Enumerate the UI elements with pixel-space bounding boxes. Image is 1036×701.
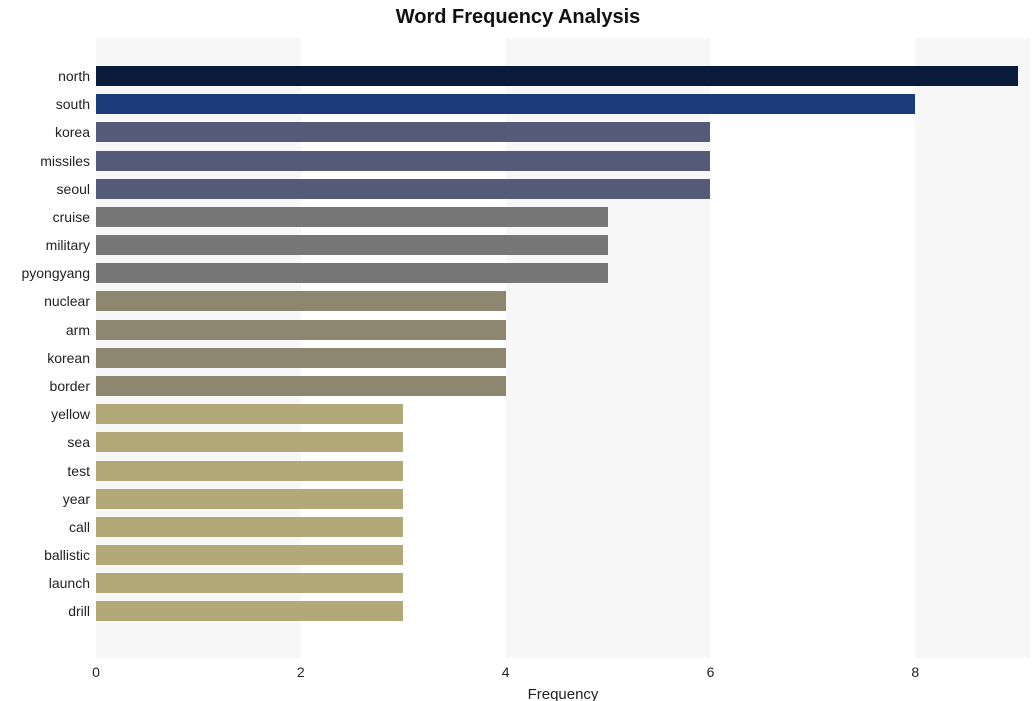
y-tick-label: ballistic — [44, 547, 90, 563]
y-tick-label: launch — [49, 575, 90, 591]
y-tick-label: north — [58, 68, 90, 84]
y-tick-label: test — [67, 463, 90, 479]
bar — [96, 601, 403, 621]
bar — [96, 376, 506, 396]
bar — [96, 94, 915, 114]
y-tick-label: call — [69, 519, 90, 535]
y-tick-label: pyongyang — [21, 265, 90, 281]
y-tick-label: south — [56, 96, 90, 112]
y-tick-label: arm — [66, 322, 90, 338]
y-tick-label: korean — [47, 350, 90, 366]
bar — [96, 179, 710, 199]
y-tick-label: seoul — [57, 181, 90, 197]
word-frequency-chart: Word Frequency Analysis northsouthkoream… — [0, 0, 1036, 701]
plot-area: northsouthkoreamissilesseoulcruisemilita… — [96, 38, 1030, 658]
bar — [96, 320, 506, 340]
bar — [96, 263, 608, 283]
y-tick-label: drill — [68, 603, 90, 619]
x-tick-label: 0 — [92, 664, 100, 680]
bar — [96, 461, 403, 481]
bar — [96, 573, 403, 593]
bar — [96, 207, 608, 227]
x-tick-label: 8 — [911, 664, 919, 680]
x-tick-label: 4 — [502, 664, 510, 680]
y-tick-label: korea — [55, 124, 90, 140]
y-tick-label: yellow — [51, 406, 90, 422]
bar — [96, 545, 403, 565]
y-tick-label: nuclear — [44, 293, 90, 309]
y-tick-label: missiles — [40, 153, 90, 169]
x-tick-label: 2 — [297, 664, 305, 680]
bar — [96, 151, 710, 171]
x-axis-title: Frequency — [528, 686, 599, 701]
y-tick-label: cruise — [53, 209, 90, 225]
bar — [96, 489, 403, 509]
bar — [96, 517, 403, 537]
bar — [96, 122, 710, 142]
y-tick-label: border — [50, 378, 90, 394]
bar — [96, 348, 506, 368]
y-tick-label: military — [46, 237, 90, 253]
bar — [96, 404, 403, 424]
x-tick-label: 6 — [707, 664, 715, 680]
bar — [96, 66, 1018, 86]
bar — [96, 432, 403, 452]
bar — [96, 291, 506, 311]
chart-title: Word Frequency Analysis — [0, 6, 1036, 29]
y-tick-label: year — [63, 491, 90, 507]
bar — [96, 235, 608, 255]
grid-band — [915, 38, 1030, 658]
y-tick-label: sea — [67, 434, 90, 450]
